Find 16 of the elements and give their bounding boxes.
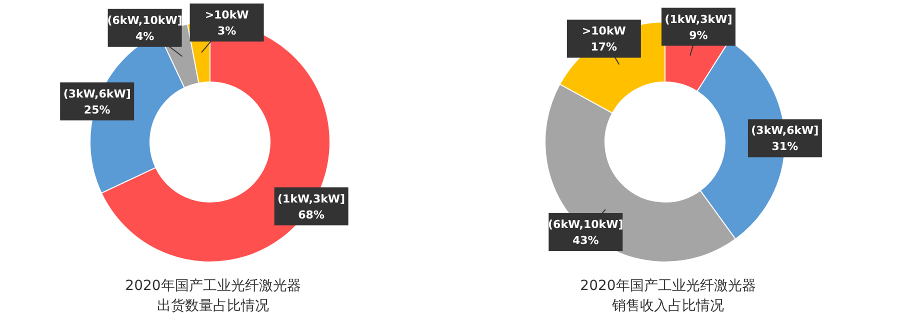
slice-label: (3kW,6kW] bbox=[63, 87, 131, 100]
slice-label: (1kW,3kW] bbox=[664, 12, 732, 26]
data-label: 31% bbox=[772, 140, 798, 154]
slice-label: (6kW,10kW] bbox=[107, 14, 182, 27]
slice-label: (3kW,6kW] bbox=[751, 124, 819, 138]
data-label: 43% bbox=[572, 234, 599, 248]
text: 2020年国产工业光纤激光器 bbox=[125, 278, 301, 294]
slice-label: (6kW,10kW] bbox=[548, 218, 624, 232]
data-label: 25% bbox=[84, 103, 110, 116]
slice-label: >10kW bbox=[204, 8, 249, 22]
data-label: 68% bbox=[298, 208, 324, 222]
text: 销售收入占比情况 bbox=[611, 298, 724, 314]
slice-label: >10kW bbox=[582, 24, 626, 38]
text: 出货数量占比情况 bbox=[157, 298, 269, 314]
slice-label: (1kW,3kW] bbox=[278, 192, 346, 206]
text: 2020年国产工业光纤激光器 bbox=[580, 278, 756, 294]
